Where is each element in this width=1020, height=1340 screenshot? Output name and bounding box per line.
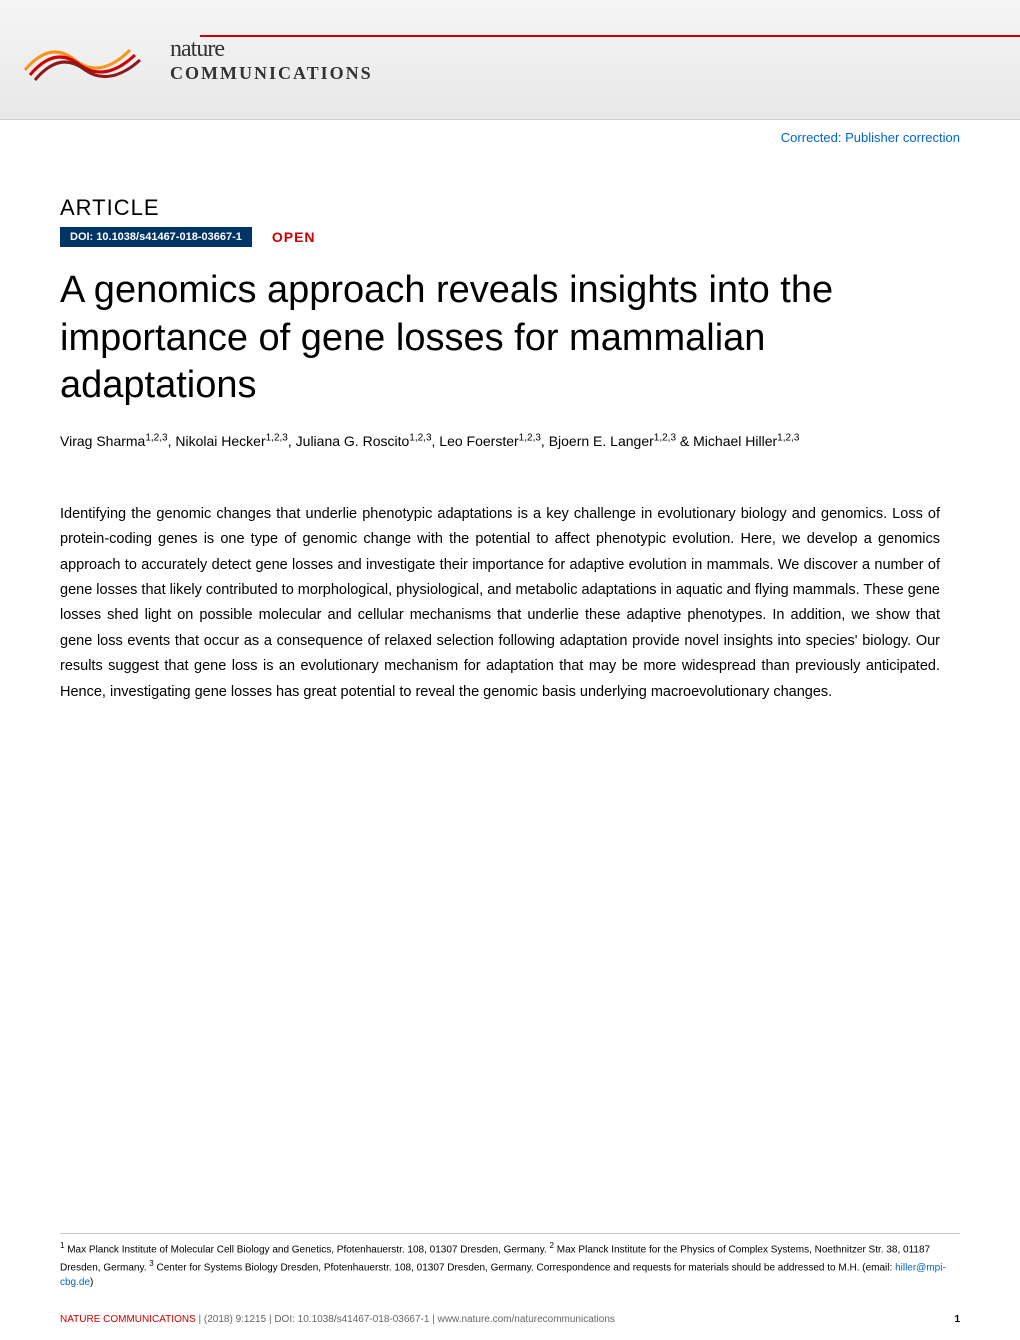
doi-badge: DOI: 10.1038/s41467-018-03667-1 [60,227,252,247]
page-number: 1 [954,1314,960,1325]
footer-journal-name: NATURE COMMUNICATIONS [60,1314,196,1325]
header-swoosh-line [200,35,1020,37]
open-access-badge: OPEN [272,229,316,245]
footer-citation-text: | (2018) 9:1215 | DOI: 10.1038/s41467-01… [199,1314,615,1325]
main-content: ARTICLE DOI: 10.1038/s41467-018-03667-1 … [0,155,1020,765]
correction-link[interactable]: Corrected: Publisher correction [781,130,960,145]
doi-row: DOI: 10.1038/s41467-018-03667-1 OPEN [60,227,960,247]
article-type-label: ARTICLE [60,195,960,221]
correction-notice: Corrected: Publisher correction [0,120,1020,155]
page-footer: NATURE COMMUNICATIONS | (2018) 9:1215 | … [60,1314,960,1325]
logo-communications-text: COMMUNICATIONS [170,63,373,84]
logo-nature-text: nature [170,36,373,63]
logo-container: nature COMMUNICATIONS [20,8,1000,111]
abstract-text: Identifying the genomic changes that und… [60,502,960,705]
footer-citation: NATURE COMMUNICATIONS | (2018) 9:1215 | … [60,1314,615,1325]
authors-list: Virag Sharma1,2,3, Nikolai Hecker1,2,3, … [60,430,960,452]
affiliations-footer: 1 Max Planck Institute of Molecular Cell… [60,1233,960,1290]
logo-text: nature COMMUNICATIONS [170,36,373,84]
journal-header-banner: nature COMMUNICATIONS [0,0,1020,120]
article-title: A genomics approach reveals insights int… [60,267,960,410]
nature-logo-icon [20,25,160,95]
